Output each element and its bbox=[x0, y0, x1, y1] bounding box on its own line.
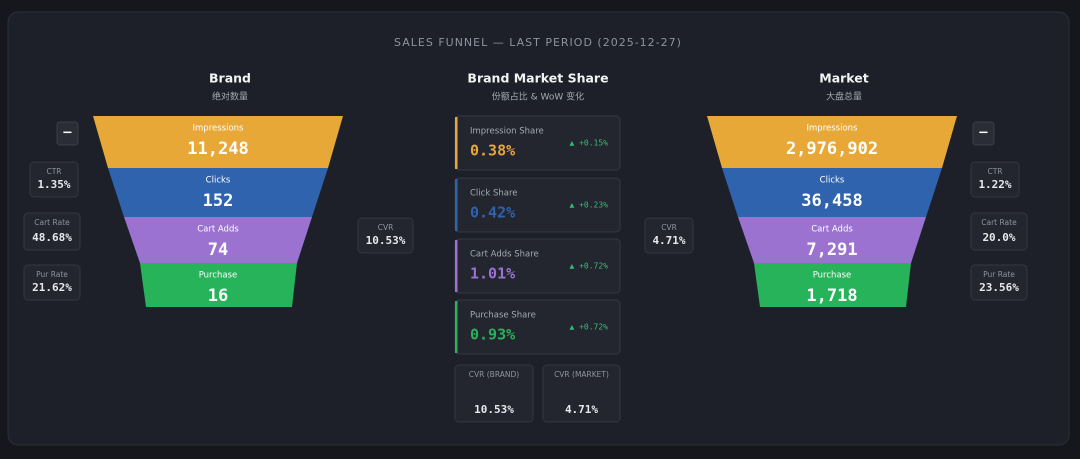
rate-box-value: 1.35% bbox=[37, 178, 70, 191]
rate-box bbox=[970, 264, 1028, 301]
cvr-box-label: CVR bbox=[661, 223, 677, 232]
stage-value: 152 bbox=[203, 191, 234, 211]
funnel-stage bbox=[140, 263, 297, 307]
share-label: Impression Share bbox=[470, 127, 544, 137]
stage-label: Cart Adds bbox=[811, 225, 853, 235]
funnel-stage bbox=[707, 116, 957, 168]
cvr-box-value: 4.71% bbox=[652, 234, 685, 247]
stage-value: 16 bbox=[208, 286, 228, 306]
stage-value: 7,291 bbox=[806, 240, 857, 260]
cvr-box bbox=[644, 217, 694, 254]
share-change: ▲ +0.72% bbox=[569, 262, 608, 271]
stage-value: 1,718 bbox=[806, 286, 857, 306]
page-title: SALES FUNNEL — LAST PERIOD (2025-12-27) bbox=[394, 36, 682, 49]
funnel-stage bbox=[108, 168, 328, 217]
stage-label: Clicks bbox=[206, 176, 231, 186]
stage-label: Cart Adds bbox=[197, 225, 239, 235]
stage-label: Impressions bbox=[193, 124, 245, 134]
funnel-stage bbox=[124, 217, 312, 263]
funnel-stage bbox=[754, 263, 911, 307]
rate-box-label: Pur Rate bbox=[983, 270, 1015, 279]
rate-box-value: 21.62% bbox=[32, 281, 72, 294]
cvr-box-label: CVR bbox=[378, 223, 394, 232]
share-card-accent bbox=[455, 301, 458, 353]
toggle-button[interactable] bbox=[972, 121, 995, 146]
share-value: 0.38% bbox=[470, 142, 515, 160]
funnel-stage bbox=[722, 168, 942, 217]
rate-box-value: 23.56% bbox=[979, 281, 1019, 294]
rate-box-label: Cart Rate bbox=[981, 218, 1017, 227]
cvr-summary-box-label: CVR (MARKET) bbox=[554, 370, 609, 379]
rate-box bbox=[29, 161, 79, 198]
cvr-box bbox=[357, 217, 414, 254]
share-label: Purchase Share bbox=[470, 311, 536, 321]
share-change: ▲ +0.72% bbox=[569, 323, 608, 332]
stage-label: Purchase bbox=[813, 271, 852, 281]
share-label: Click Share bbox=[470, 189, 518, 199]
section-title: Brand Market Share bbox=[467, 71, 608, 86]
rate-box bbox=[23, 264, 81, 301]
stage-label: Impressions bbox=[807, 124, 859, 134]
stage-value: 2,976,902 bbox=[786, 139, 878, 159]
section-subtitle: 份额占比 & WoW 变化 bbox=[492, 91, 584, 103]
share-change: ▲ +0.23% bbox=[569, 201, 608, 210]
funnel-stage bbox=[93, 116, 343, 168]
cvr-summary-box bbox=[542, 364, 621, 423]
cvr-summary-box bbox=[454, 364, 534, 423]
rate-box-value: 20.0% bbox=[982, 231, 1015, 244]
stage-label: Clicks bbox=[820, 176, 845, 186]
rate-box bbox=[970, 212, 1028, 251]
funnel-stage bbox=[738, 217, 926, 263]
stage-value: 11,248 bbox=[187, 139, 248, 159]
stage-value: 36,458 bbox=[801, 191, 862, 211]
share-value: 0.42% bbox=[470, 204, 515, 222]
share-value: 0.93% bbox=[470, 326, 515, 344]
rate-box-label: Pur Rate bbox=[36, 270, 68, 279]
stage-value: 74 bbox=[208, 240, 228, 260]
rate-box-label: CTR bbox=[987, 167, 1002, 176]
share-card-accent bbox=[455, 179, 458, 231]
rate-box bbox=[970, 161, 1020, 198]
cvr-summary-box-label: CVR (BRAND) bbox=[469, 370, 519, 379]
share-card-accent bbox=[455, 117, 458, 169]
rate-box-value: 1.22% bbox=[978, 178, 1011, 191]
toggle-button[interactable] bbox=[56, 121, 79, 146]
section-subtitle: 绝对数量 bbox=[212, 91, 248, 103]
stage-label: Purchase bbox=[199, 271, 238, 281]
share-label: Cart Adds Share bbox=[470, 250, 539, 260]
cvr-summary-box-value: 4.71% bbox=[565, 403, 598, 416]
share-value: 1.01% bbox=[470, 265, 515, 283]
rate-box-label: Cart Rate bbox=[34, 218, 70, 227]
section-title: Brand bbox=[209, 71, 251, 86]
cvr-box-value: 10.53% bbox=[366, 234, 406, 247]
toggle-label[interactable]: − bbox=[978, 126, 989, 141]
toggle-label[interactable]: − bbox=[62, 126, 73, 141]
cvr-summary-box-value: 10.53% bbox=[474, 403, 514, 416]
share-card-accent bbox=[455, 240, 458, 292]
rate-box-label: CTR bbox=[46, 167, 61, 176]
rate-box bbox=[23, 212, 81, 251]
rate-box-value: 48.68% bbox=[32, 231, 72, 244]
share-change: ▲ +0.15% bbox=[569, 139, 608, 148]
section-subtitle: 大盘总量 bbox=[826, 91, 862, 103]
section-title: Market bbox=[819, 71, 868, 86]
